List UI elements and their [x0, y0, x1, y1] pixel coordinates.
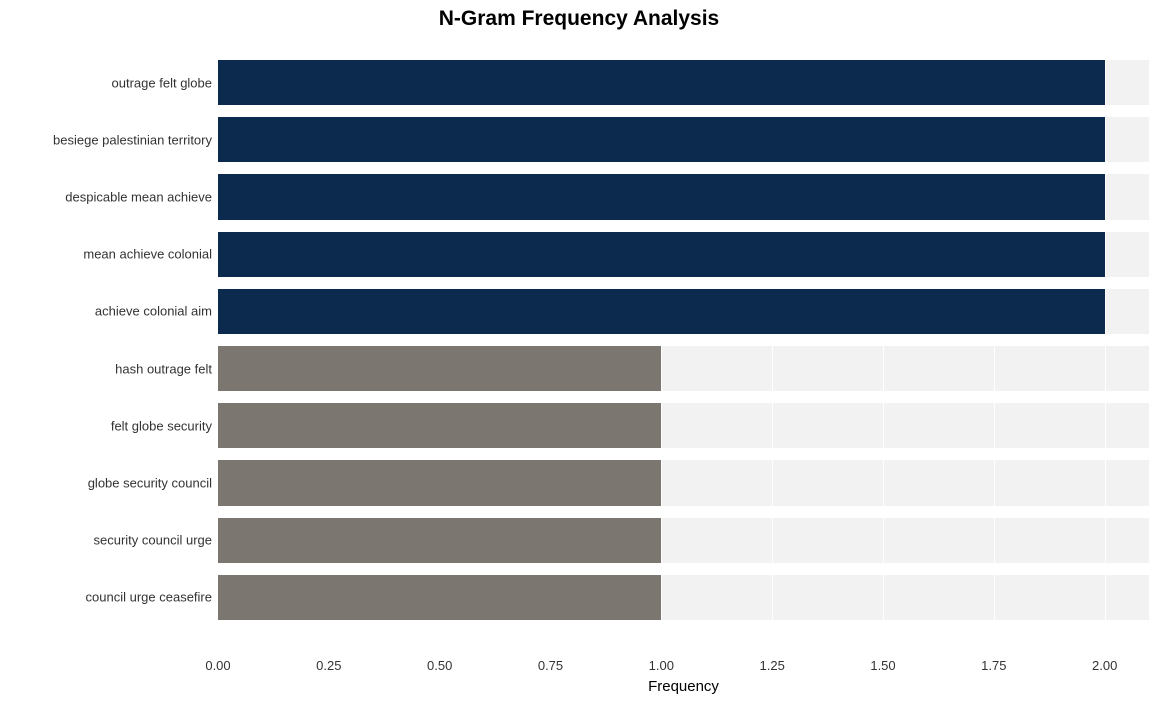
bar [218, 575, 661, 620]
bar [218, 117, 1105, 162]
x-tick-label: 1.50 [870, 658, 895, 673]
plot-area [218, 35, 1149, 645]
bar [218, 232, 1105, 277]
y-tick-label: council urge ceasefire [86, 590, 212, 605]
x-tick-label: 1.75 [981, 658, 1006, 673]
x-tick-label: 2.00 [1092, 658, 1117, 673]
bar [218, 518, 661, 563]
bar [218, 60, 1105, 105]
y-tick-label: felt globe security [111, 418, 212, 433]
x-tick-label: 0.25 [316, 658, 341, 673]
y-tick-label: security council urge [94, 533, 213, 548]
y-tick-label: despicable mean achieve [65, 190, 212, 205]
bar [218, 403, 661, 448]
bar [218, 460, 661, 505]
y-tick-label: mean achieve colonial [83, 247, 212, 262]
y-tick-label: besiege palestinian territory [53, 132, 212, 147]
y-tick-label: globe security council [88, 476, 212, 491]
bar [218, 289, 1105, 334]
bar [218, 174, 1105, 219]
x-tick-label: 0.00 [205, 658, 230, 673]
y-tick-label: achieve colonial aim [95, 304, 212, 319]
y-tick-label: outrage felt globe [112, 75, 212, 90]
x-tick-label: 0.50 [427, 658, 452, 673]
y-tick-label: hash outrage felt [115, 361, 212, 376]
bar [218, 346, 661, 391]
ngram-chart: N-Gram Frequency Analysis outrage felt g… [0, 0, 1158, 701]
x-tick-label: 1.25 [760, 658, 785, 673]
x-tick-label: 1.00 [649, 658, 674, 673]
x-tick-label: 0.75 [538, 658, 563, 673]
gridline [1105, 35, 1106, 645]
x-axis-label: Frequency [648, 678, 719, 695]
chart-title: N-Gram Frequency Analysis [0, 7, 1158, 31]
